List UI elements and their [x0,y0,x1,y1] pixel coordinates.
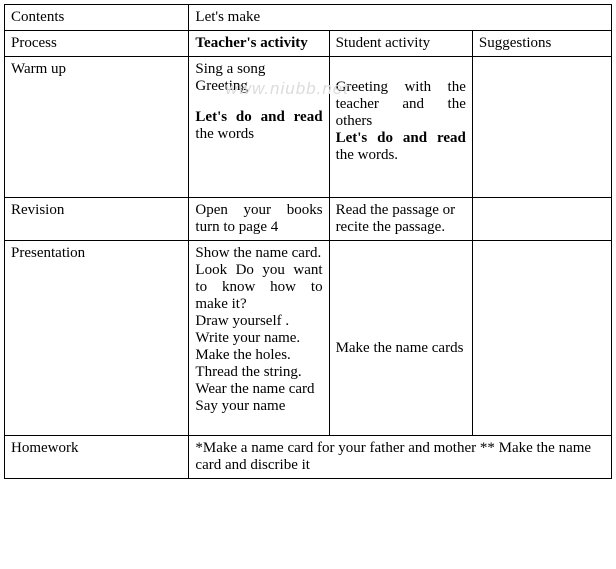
presentation-teacher-l6: Thread the string. [195,364,322,381]
warmup-label: Warm up [5,57,189,198]
revision-label: Revision [5,198,189,241]
revision-suggestions [472,198,611,241]
presentation-teacher-l1: Show the name card. [195,245,322,262]
presentation-suggestions [472,241,611,436]
revision-student: Read the passage or recite the passage. [329,198,472,241]
presentation-teacher-l4: Write your name. [195,330,322,347]
warmup-teacher-after: the words [195,126,254,142]
student-activity-header: Student activity [329,31,472,57]
suggestions-header: Suggestions [472,31,611,57]
presentation-student-text: Make the name cards [336,340,466,357]
contents-label: Contents [5,5,189,31]
warmup-teacher-bold: Let's do and read [195,109,322,125]
presentation-teacher-l3: Draw yourself . [195,313,322,330]
warmup-row: Warm up Sing a song Greeting www.niubb.n… [5,57,612,198]
warmup-teacher-line1: Sing a song [195,61,322,78]
presentation-teacher-l2: Look Do you want to know how to make it? [195,262,322,313]
process-label: Process [5,31,189,57]
homework-text: *Make a name card for your father and mo… [189,436,612,479]
warmup-student-after: the words. [336,147,399,163]
presentation-teacher-l7: Wear the name card [195,381,322,398]
warmup-student-line1: Greeting with the teacher and the others [336,79,466,130]
presentation-student: Make the name cards [329,241,472,436]
warmup-student: Greeting with the teacher and the others… [329,57,472,198]
presentation-row: Presentation Show the name card. Look Do… [5,241,612,436]
revision-teacher: Open your books turn to page 4 [189,198,329,241]
teacher-activity-header: Teacher's activity [189,31,329,57]
warmup-suggestions [472,57,611,198]
revision-row: Revision Open your books turn to page 4 … [5,198,612,241]
homework-label: Homework [5,436,189,479]
presentation-teacher-l5: Make the holes. [195,347,322,364]
contents-value: Let's make [189,5,612,31]
lesson-plan-table: Contents Let's make Process Teacher's ac… [4,4,612,479]
warmup-teacher: Sing a song Greeting www.niubb.net Let's… [189,57,329,198]
homework-row: Homework *Make a name card for your fath… [5,436,612,479]
presentation-teacher: Show the name card. Look Do you want to … [189,241,329,436]
warmup-student-bold: Let's do and read [336,130,466,146]
presentation-teacher-l8: Say your name [195,398,322,415]
contents-row: Contents Let's make [5,5,612,31]
process-header-row: Process Teacher's activity Student activ… [5,31,612,57]
warmup-teacher-line2: Greeting [195,78,322,95]
warmup-teacher-lets: Let's do and read the words [195,109,322,143]
presentation-label: Presentation [5,241,189,436]
warmup-student-lets: Let's do and read the words. [336,130,466,164]
